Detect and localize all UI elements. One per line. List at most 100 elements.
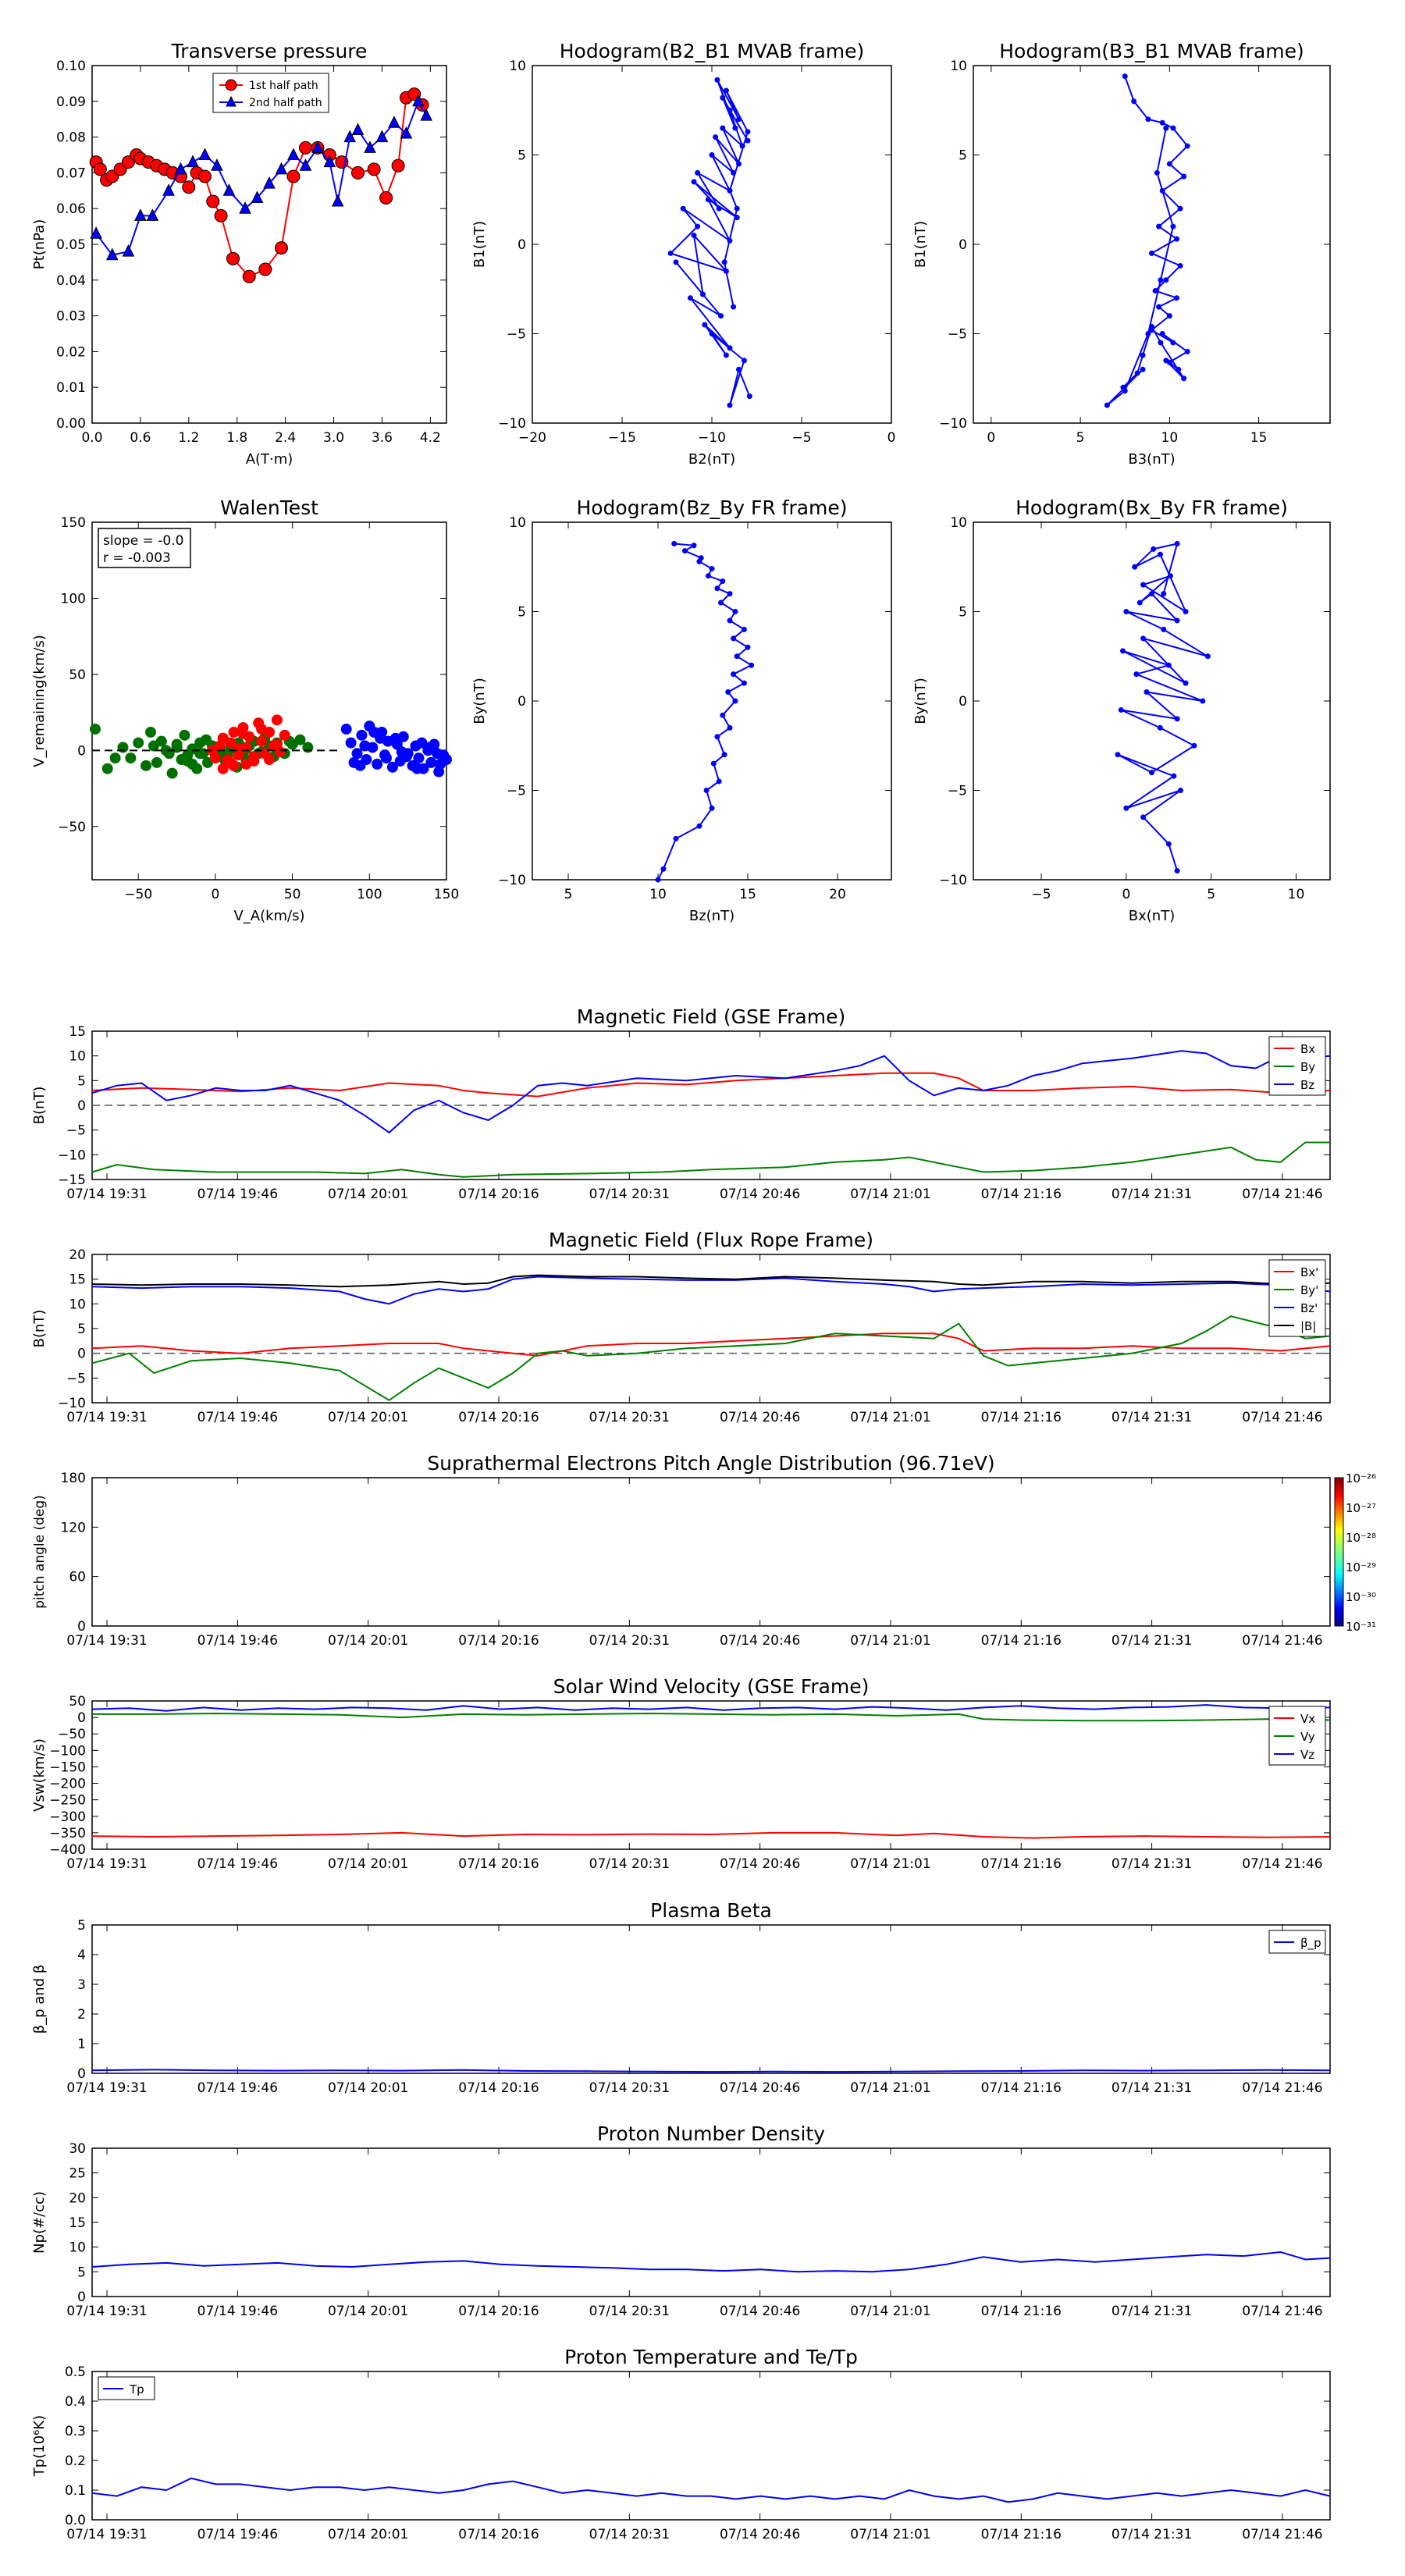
point-1st-half [286,169,301,183]
hodogram-point [732,609,738,614]
panel-hodogram-bx-by: Hodogram(Bx_By FR frame) −10 −5 0 5 10 −5 0 5 10 B… [912,496,1331,924]
hodogram-point [702,322,708,328]
hodogram-point [1161,626,1167,632]
hodogram-point [673,835,679,841]
hodogram-point [660,866,667,872]
y-tick-label: 10 [950,59,967,74]
point-2nd-half [251,190,264,203]
y-tick-label: 50 [69,1694,86,1710]
hodogram-point [1144,689,1150,696]
y-tick-label: 0 [518,237,526,253]
hodogram-point [1159,187,1165,194]
y-tick-label: −200 [49,1777,86,1792]
scatter-point-red [271,738,283,750]
y-tick-label: 0.0 [65,2513,86,2528]
hodogram-point [1173,295,1179,301]
scatter-point-blue [413,753,425,764]
scatter-point-blue [416,737,428,749]
series-line-By [91,1141,1330,1178]
plot-frame [91,1924,1331,2074]
legend-box [1268,1259,1326,1337]
point-2nd-half [222,183,236,196]
point-2nd-half [239,201,251,214]
hodogram-point [1174,868,1180,874]
scatter-point-red [256,724,268,735]
plot-frame [91,1700,1331,1850]
y-tick-label: −350 [49,1826,86,1841]
hodogram-path [669,79,751,406]
hodogram-point [727,345,733,351]
y-tick-label: 1 [77,2037,86,2052]
point-2nd-half [122,244,135,257]
y-tick-label: 0 [77,2290,86,2305]
x-axis-label: A(T·m) [246,451,293,468]
hodogram-point [734,215,740,221]
annotation-box: slope = -0.0r = -0.003 [98,528,191,568]
hodogram-point [1158,277,1164,283]
y-tick-label: 0.09 [56,94,86,110]
point-2nd-half [331,194,344,207]
x-tick-label: 15 [739,887,756,902]
hodogram-point [1149,591,1154,597]
x-tick-label: 1.2 [178,430,199,446]
plot-frame [91,2147,1331,2297]
y-axis-label: V_remaining(km/s) [31,635,48,767]
y-tick-label: 0.2 [65,2453,86,2469]
legend-label: Vx [1300,1712,1315,1726]
x-axis-label: V_A(km/s) [233,908,304,924]
y-tick-label: 0 [518,694,526,710]
y-tick-label: −250 [49,1793,86,1809]
plot-frame [91,1254,1331,1404]
hodogram-point [709,152,715,158]
y-tick-label: 10 [69,1049,86,1065]
point-2nd-half [287,148,300,160]
scatter-point-blue [381,753,393,764]
hodogram-point [741,680,747,686]
legend-marker [226,95,237,107]
panel-hodogram-b3-b1: Hodogram(B3_B1 MVAB frame) −10 −5 0 5 10 0 5 10 1… [912,40,1331,468]
x-tick-label: 0 [887,430,896,446]
y-axis-label: pitch angle (deg) [32,1495,48,1609]
colorbar-tick-label: 10⁻²⁸ [1346,1531,1376,1545]
point-1st-half [242,269,256,283]
x-tick-label: 07/14 21:01 [850,1633,930,1649]
x-tick-label: 07/14 19:46 [197,2080,278,2096]
hodogram-point [1123,805,1129,811]
series-line-1st [95,93,423,278]
legend: Vx Vy Vz [1268,1706,1326,1766]
hodogram-point [727,617,733,624]
y-axis-label: Pt(nPa) [31,219,48,269]
x-tick-label: 07/14 20:46 [720,1410,800,1425]
point-1st-half [197,169,212,183]
y-axis-label: Tp(10⁶K) [31,2415,48,2477]
hodogram-point [731,671,737,678]
scatter-point-blue [359,740,371,752]
x-tick-label: 07/14 21:16 [981,2304,1062,2319]
hodogram-point [1157,724,1163,731]
hodogram-point [687,295,693,301]
panel-title: Hodogram(Bz_By FR frame) [576,496,847,519]
x-tick-label: 07/14 19:31 [66,2304,147,2319]
scatter-point-red [237,728,249,739]
x-tick-label: 5 [564,887,573,902]
hodogram-point [739,143,745,149]
point-2nd-half [105,247,119,261]
y-tick-label: 120 [61,1520,86,1535]
hodogram-point [691,543,697,549]
y-tick-label: −5 [507,327,526,343]
plot-frame [532,65,892,424]
hodogram-point [718,600,724,606]
hodogram-point [736,116,742,123]
legend: β_p [1268,1930,1326,1954]
series-line-Bx [91,1072,1331,1098]
point-1st-half [274,241,288,255]
y-tick-label: 20 [69,2190,86,2206]
scatter-point-blue [345,737,357,749]
hodogram-point [716,205,722,212]
x-tick-label: 07/14 20:16 [458,2527,539,2542]
scatter-point-blue [435,758,446,770]
hodogram-point [1120,648,1126,654]
hodogram-point [695,223,701,229]
hodogram-point [705,197,711,203]
hodogram-point [1200,698,1206,704]
